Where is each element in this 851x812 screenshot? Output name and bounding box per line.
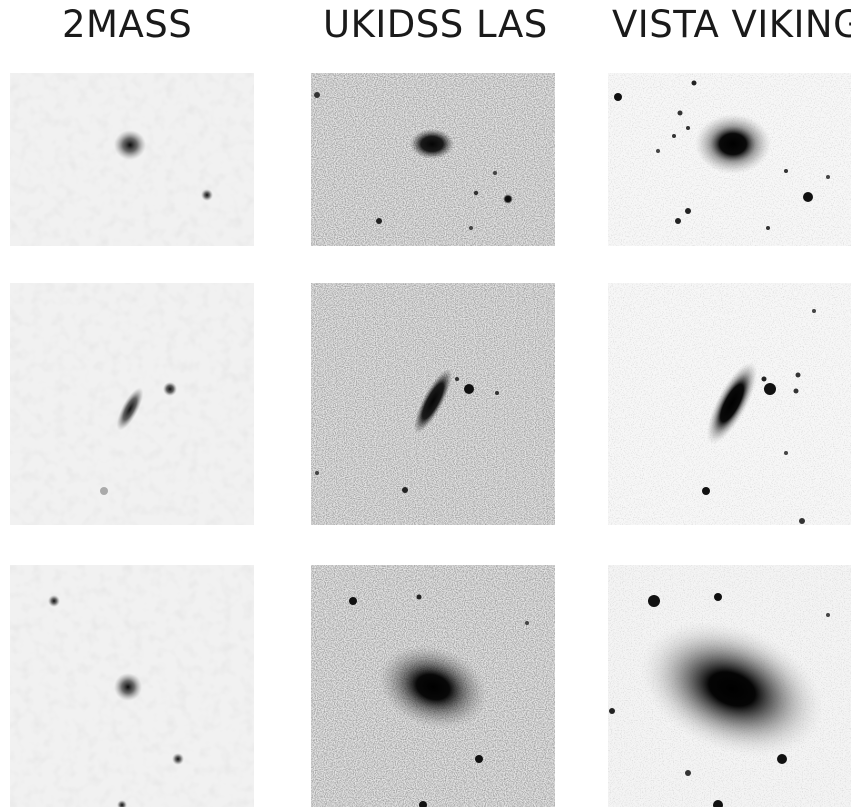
image-panel-vista-row3: [608, 565, 851, 807]
column-title-vista-viking: VISTA VIKING: [612, 3, 851, 46]
image-panel-2mass-row2: [10, 283, 254, 525]
image-panel-ukidss-row1: [311, 50, 555, 246]
image-panel-2mass-row1: [10, 50, 254, 246]
galaxy-image: [10, 565, 254, 807]
galaxy-image: [311, 73, 555, 246]
image-panel-ukidss-row3: [311, 565, 555, 807]
image-panel-ukidss-row2: [311, 283, 555, 525]
galaxy-image: [311, 283, 555, 525]
galaxy-image: [10, 283, 254, 525]
galaxy-image: [608, 565, 851, 807]
image-panel-vista-row2: [608, 283, 851, 525]
column-title-ukidss-las: UKIDSS LAS: [323, 3, 548, 46]
galaxy-image: [608, 73, 851, 246]
galaxy-image: [311, 565, 555, 807]
image-panel-2mass-row3: [10, 565, 254, 807]
image-panel-vista-row1: [608, 50, 851, 246]
galaxy-image: [608, 283, 851, 525]
galaxy-image: [10, 73, 254, 246]
column-title-2mass: 2MASS: [62, 3, 193, 46]
